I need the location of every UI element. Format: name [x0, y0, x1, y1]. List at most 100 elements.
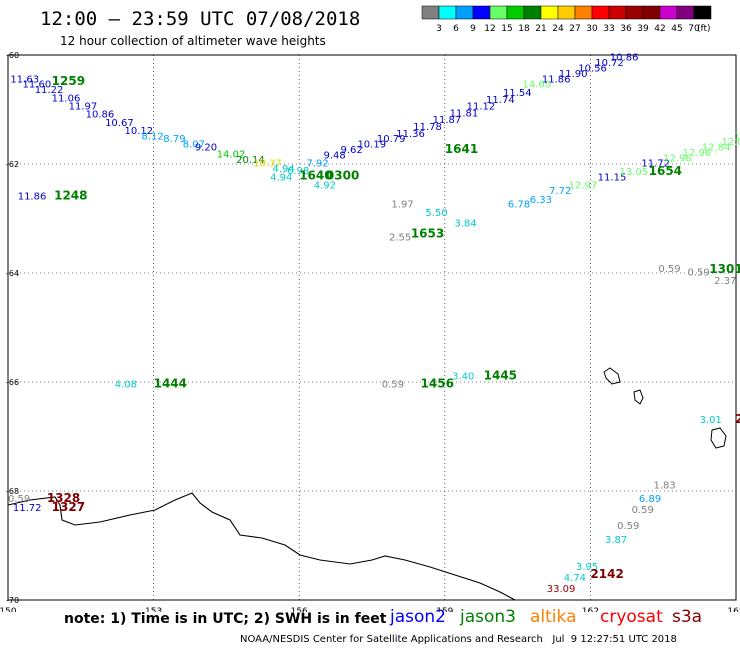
wave-height-label: 14.60	[522, 80, 551, 91]
wave-height-label: 3.40	[452, 371, 474, 382]
wave-height-label: 8.79	[163, 134, 185, 145]
wave-height-label: 6.98	[287, 166, 309, 177]
wave-height-label: 0.59	[617, 521, 639, 532]
wave-height-label: 9.48	[323, 151, 345, 162]
wave-height-label: 4.92	[314, 181, 336, 192]
wave-height-label: 10.56	[578, 63, 607, 74]
legend-label: 39	[637, 24, 649, 34]
observation-time-label: 1640	[299, 168, 332, 182]
observation-time-label: 1328	[47, 491, 80, 505]
wave-height-label: 11.15	[598, 172, 627, 183]
observation-time-label: 2142	[590, 567, 623, 581]
wave-height-label: 11.72	[13, 503, 42, 514]
wave-height-label: 10.86	[86, 110, 115, 121]
wave-height-label: 0.59	[8, 494, 30, 505]
satellite-name: jason2	[390, 607, 446, 627]
legend-unit: (ft)	[697, 24, 711, 34]
wave-height-label: 2.37	[714, 276, 736, 287]
observation-time-label: 0300	[326, 168, 359, 182]
wave-height-label: 10.12	[124, 126, 153, 137]
wave-height-label: 6.89	[639, 494, 661, 505]
wave-height-label: 8.12	[141, 131, 163, 142]
satellite-name: cryosat	[600, 607, 663, 627]
wave-height-label: 0.59	[632, 505, 654, 516]
wave-height-label: 20.14	[236, 155, 265, 166]
footer-note: note: 1) Time is in UTC; 2) SWH is in fe…	[64, 611, 387, 627]
wave-height-label: 11.63	[10, 74, 39, 85]
legend-label: 24	[552, 24, 564, 34]
wave-height-label: 6.78	[508, 200, 530, 211]
wave-height-label: 11.81	[450, 109, 479, 120]
wave-height-color-legend: 3 6 9 12 15 18 21 24 27 30 33 36 39 42 45 70(ft)	[421, 5, 712, 34]
wave-height-label: 11.36	[396, 129, 425, 140]
wave-height-label: 3.87	[605, 535, 627, 546]
observation-time-label: 1301	[709, 262, 740, 276]
wave-height-label: 7.92	[306, 159, 328, 170]
wave-height-label: 11.22	[35, 85, 64, 96]
wave-height-label: 0.59	[382, 379, 404, 390]
observation-time-label: 1641	[445, 142, 478, 156]
legend-label: 42	[654, 24, 665, 34]
wave-height-label: 9.20	[195, 142, 217, 153]
lon-tick-label: 165	[727, 607, 740, 612]
lon-tick-label: 162	[582, 607, 599, 612]
wave-height-label: 0.59	[687, 268, 709, 279]
wave-height-label: 12.97	[569, 181, 598, 192]
legend-label: 36	[620, 24, 632, 34]
lon-tick-label: 150	[0, 607, 17, 612]
wave-height-label: 10.19	[357, 140, 386, 151]
wave-height-label: 11.90	[559, 69, 588, 80]
wave-height-label: 10.79	[377, 134, 406, 145]
lat-tick-label: -60	[6, 51, 19, 60]
wave-height-label: 11.74	[486, 95, 515, 106]
wave-height-label: 2.55	[389, 232, 411, 243]
wave-height-label: 33.09	[547, 584, 576, 595]
legend-label: 33	[603, 24, 614, 34]
wave-height-label: 11.90	[734, 131, 740, 142]
wave-height-label: 11.86	[542, 74, 571, 85]
lat-tick-label: -68	[6, 487, 19, 496]
legend-label: 27	[569, 24, 580, 34]
legend-swatch	[693, 5, 712, 20]
wave-height-label: 12.08	[721, 137, 740, 148]
satellite-name: s3a	[672, 607, 703, 627]
observation-time-label: 1327	[52, 500, 85, 514]
lat-tick-label: -62	[6, 160, 19, 169]
legend-label: 70	[688, 24, 700, 34]
wave-height-label: 0.59	[658, 264, 680, 275]
observation-time-label: 1653	[411, 227, 444, 241]
wave-height-label: 11.54	[503, 88, 532, 99]
wave-height-label: 6.33	[530, 195, 552, 206]
legend-label: 3	[436, 24, 442, 34]
wave-height-label: 4.74	[564, 573, 586, 584]
observation-time-label: 1654	[649, 164, 682, 178]
satellite-name: jason3	[460, 607, 516, 627]
lat-tick-label: -70	[6, 596, 19, 605]
wave-height-label: 7.72	[549, 186, 571, 197]
wave-height-label: 19.37	[253, 159, 282, 170]
legend-label: 30	[586, 24, 598, 34]
legend-label: 45	[671, 24, 682, 34]
wave-height-label: 11.78	[413, 122, 442, 133]
wave-height-label: 3.01	[700, 415, 722, 426]
wave-height-label: 4.94	[270, 172, 292, 183]
legend-label: 15	[501, 24, 512, 34]
wave-height-label: 12.96	[663, 153, 692, 164]
altimeter-map: 150 153 156 159 162 165 -60 -62 -64 -66 -68 -70 11.6…	[0, 51, 740, 612]
observation-time-label: 1444	[154, 376, 187, 390]
wave-height-label: 14.02	[217, 149, 246, 160]
observation-time-label: 1445	[484, 368, 517, 382]
island-outline	[710, 427, 727, 449]
legend-label: 18	[518, 24, 530, 34]
wave-height-label: 11.86	[18, 191, 47, 202]
island-outline	[603, 367, 621, 385]
wave-height-label: 4.08	[115, 379, 137, 390]
lat-tick-label: -66	[6, 378, 19, 387]
wave-height-label: 12.96	[683, 148, 712, 159]
coastline	[7, 492, 516, 601]
lat-tick-label: -64	[6, 269, 19, 278]
wave-height-label: 10.72	[595, 58, 624, 69]
legend-label: 21	[535, 24, 546, 34]
wave-height-label: 11.72	[641, 159, 670, 170]
